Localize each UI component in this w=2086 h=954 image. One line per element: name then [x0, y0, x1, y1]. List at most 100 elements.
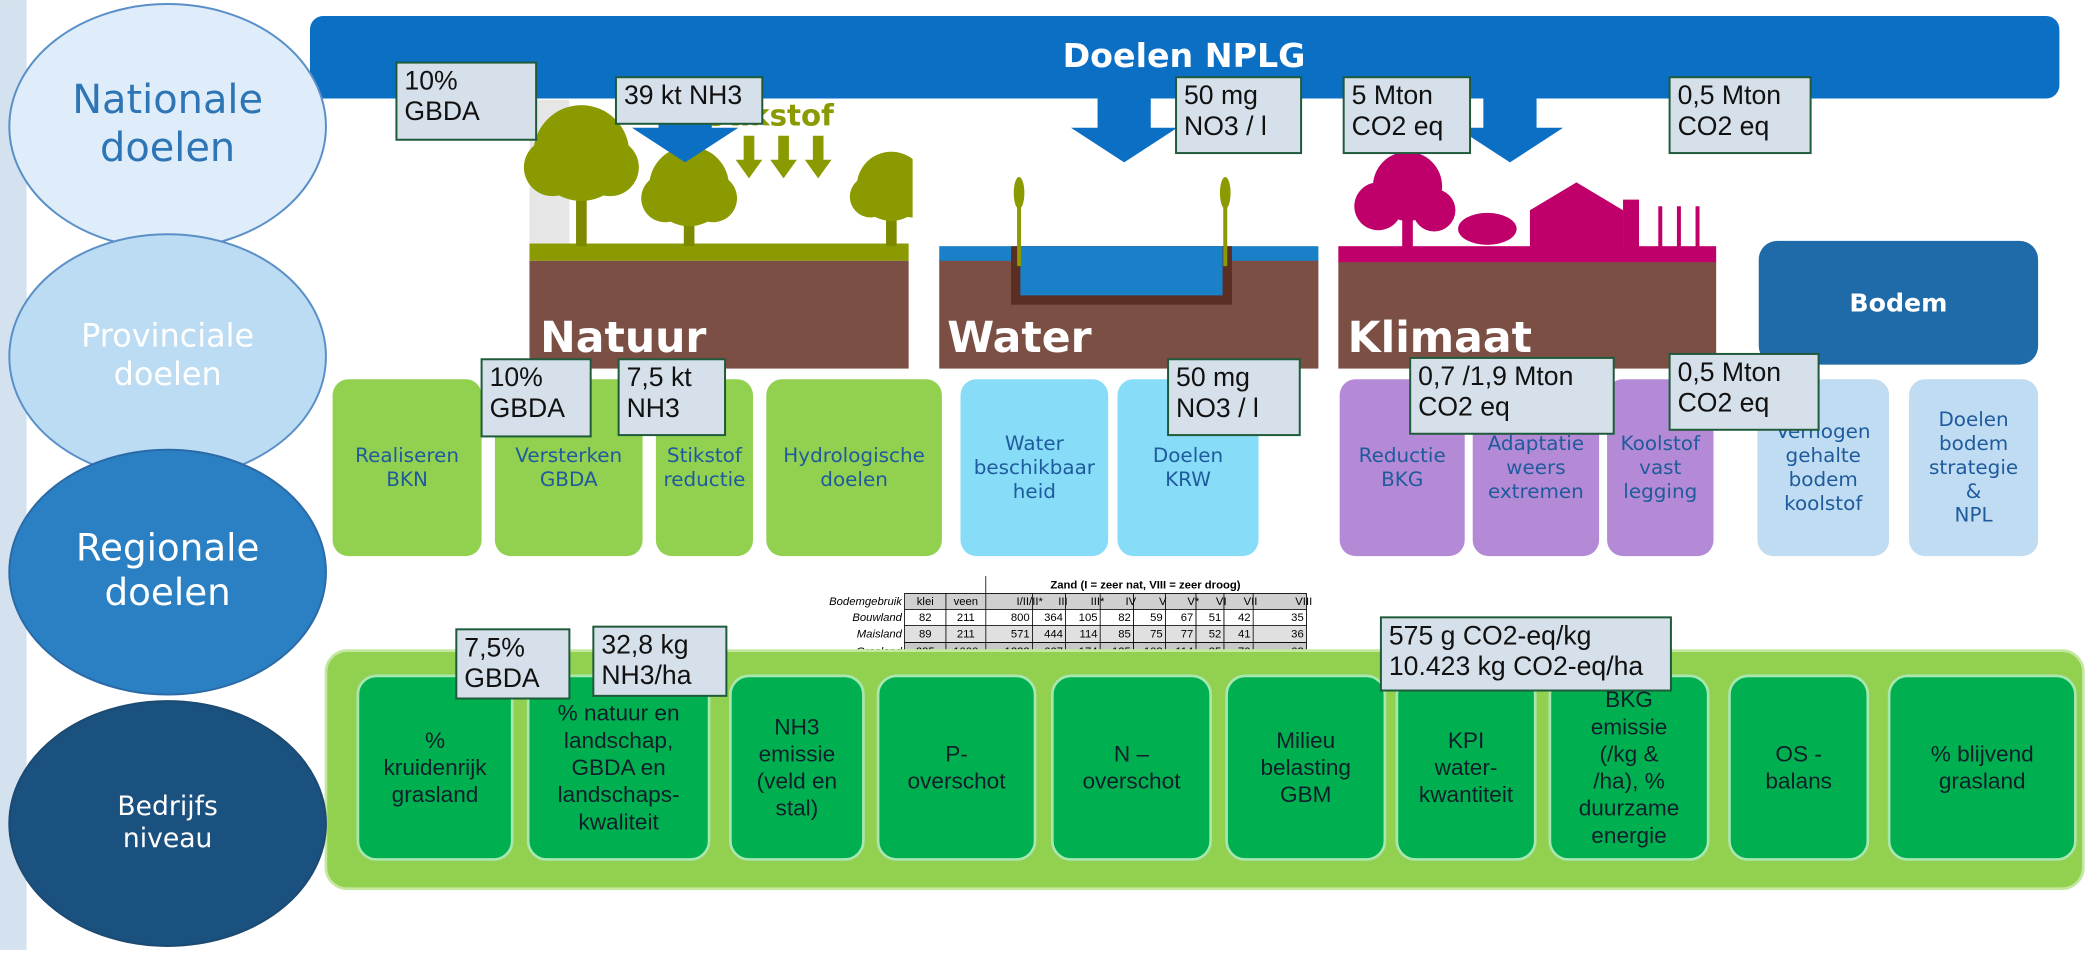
goal-text: Doelen — [1938, 407, 2008, 431]
goal-text: doelen — [820, 467, 888, 491]
indicator-text: overschot — [908, 769, 1007, 794]
table-text: Bodemgebruik — [829, 596, 903, 608]
table-text: 211 — [957, 629, 975, 641]
indicator-text: kruidenrijk — [384, 755, 488, 780]
theme-label: Bodem — [1849, 289, 1947, 318]
indicator-text: grasland — [1939, 769, 2026, 794]
goal-text: extremen — [1488, 479, 1584, 503]
goal-text: beschikbaar — [974, 455, 1096, 479]
down-arrow — [1457, 99, 1563, 163]
target-text: CO2 eq — [1352, 111, 1444, 141]
goal-text: reductie — [663, 467, 745, 491]
target-text: 5 Mton — [1352, 80, 1433, 110]
indicator-text: duurzame — [1579, 796, 1680, 821]
target-text: 10% — [404, 66, 457, 96]
table-text: 67 — [1181, 612, 1194, 624]
pond — [1020, 246, 1222, 295]
target-text: NO3 / l — [1184, 111, 1267, 141]
goal-text: strategie — [1929, 455, 2018, 479]
target-text: 50 mg — [1184, 80, 1258, 110]
target-text: 10.423 kg CO2-eq/ha — [1389, 651, 1643, 681]
barn — [1530, 182, 1623, 247]
table-text: 77 — [1181, 629, 1194, 641]
goal-text: Koolstof — [1621, 431, 1701, 455]
table-text: 36 — [1291, 629, 1304, 641]
target-text: GBDA — [404, 96, 480, 126]
indicator-text: GBDA en — [571, 755, 665, 780]
table-text: VII — [1244, 596, 1258, 608]
indicator-text: % natuur en — [558, 701, 680, 726]
nitrogen-arrow — [770, 136, 797, 179]
goal-text: Water — [1005, 431, 1065, 455]
indicator-text: grasland — [392, 782, 479, 807]
reed-head — [1014, 177, 1025, 209]
goal-text: heid — [1013, 479, 1056, 503]
indicator-text: P- — [945, 741, 968, 766]
goal-text: gehalte — [1786, 443, 1861, 467]
target-text: CO2 eq — [1678, 388, 1770, 418]
table-text: V* — [1187, 596, 1200, 608]
goal-text: BKG — [1381, 467, 1423, 491]
indicator-text: stal) — [776, 796, 819, 821]
table-text: veen — [954, 596, 978, 608]
tree-crown — [524, 139, 581, 196]
goal-text: NPL — [1955, 503, 1993, 527]
goal-text: koolstof — [1784, 491, 1863, 515]
table-title: Zand (I = zeer nat, VIII = zeer droog) — [1050, 579, 1240, 591]
table-text: 59 — [1150, 612, 1163, 624]
tree-crown — [1413, 189, 1456, 232]
goal-text: Realiseren — [355, 443, 459, 467]
table-text: 52 — [1209, 629, 1222, 641]
level-text: Bedrijfs — [117, 791, 217, 822]
indicator-text: OS - — [1775, 741, 1821, 766]
target-text: NH3/ha — [601, 660, 691, 690]
target-text: NH3 — [627, 393, 680, 423]
goal-text: bodem — [1789, 467, 1858, 491]
level-text: Regionale — [76, 525, 260, 569]
target-text: 50 mg — [1176, 362, 1250, 392]
table-text: 571 — [1011, 629, 1030, 641]
target-text: 0,7 /1,9 Mton — [1418, 361, 1573, 391]
table-text: 35 — [1291, 612, 1304, 624]
nitrogen-arrow — [805, 136, 832, 179]
indicator-text: NH3 — [774, 714, 819, 739]
goal-text: weers — [1506, 455, 1565, 479]
page: Doelen NPLGStikstofNatuurWaterKlimaatBod… — [0, 0, 2086, 950]
indicator-text: (veld en — [757, 769, 837, 794]
table-text: 364 — [1044, 612, 1063, 624]
indicator-text: water- — [1434, 755, 1498, 780]
indicator-text: balans — [1765, 769, 1832, 794]
indicator-text: % — [425, 728, 445, 753]
tree-crown — [850, 176, 892, 218]
indicator-text: emissie — [759, 741, 836, 766]
banner-title: Doelen NPLG — [1063, 36, 1306, 75]
ground-strip — [1338, 246, 1716, 262]
indicator-text: KPI — [1448, 728, 1484, 753]
indicator-text: landschaps- — [558, 782, 680, 807]
table-text: 444 — [1044, 629, 1063, 641]
indicator-text: Milieu — [1276, 728, 1335, 753]
level-text: Provinciale — [81, 316, 254, 354]
goal-text: BKN — [386, 467, 428, 491]
table-text: 114 — [1080, 629, 1098, 641]
goal-text: & — [1966, 479, 1982, 503]
silo — [1623, 200, 1639, 248]
nitrogen-arrow — [736, 136, 763, 179]
table-text: 89 — [919, 629, 932, 641]
goal-text: vast — [1639, 455, 1681, 479]
tree-crown — [581, 139, 638, 196]
table-text: 800 — [1011, 612, 1030, 624]
goal-text: KRW — [1165, 467, 1211, 491]
table-text: klei — [917, 596, 934, 608]
target-text: 7,5 kt — [627, 362, 693, 392]
level-text: Nationale — [72, 77, 263, 123]
goal-text: GBDA — [540, 467, 598, 491]
table-text: 82 — [919, 612, 932, 624]
tree-trunk — [1402, 200, 1413, 248]
table-text: 51 — [1209, 612, 1222, 624]
panel-gap — [913, 153, 937, 220]
indicator-text: kwantiteit — [1419, 782, 1514, 807]
table-text: 85 — [1118, 629, 1131, 641]
target-text: 0,5 Mton — [1678, 80, 1781, 110]
diagram: Doelen NPLGStikstofNatuurWaterKlimaatBod… — [0, 0, 2086, 950]
